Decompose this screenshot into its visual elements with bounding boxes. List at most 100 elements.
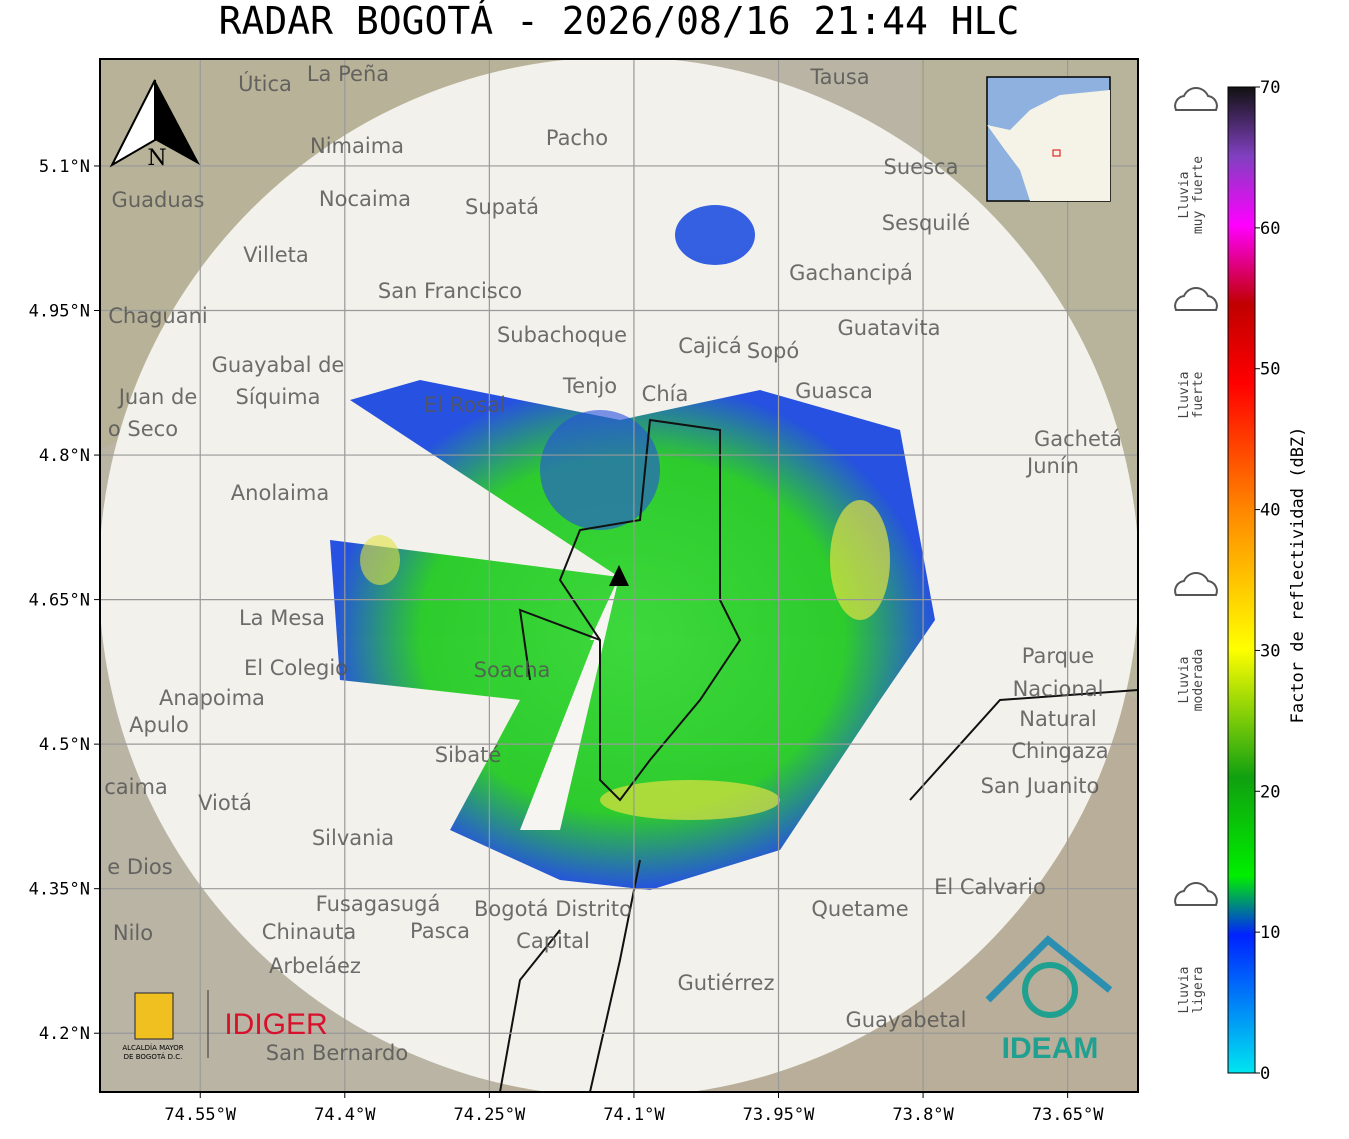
place-label: Chaguani [108, 304, 208, 328]
colorbar [1227, 86, 1256, 1074]
north-label: N [147, 146, 166, 171]
place-label: Sesquilé [882, 211, 970, 235]
colorbar-tick-label: 40 [1260, 501, 1280, 521]
place-label: Nocaima [319, 187, 411, 211]
rain-category: Lluvia [1177, 967, 1192, 1014]
place-label: Fusagasugá [316, 892, 441, 916]
logos: ALCALDÍA MAYOR DE BOGOTÁ D.C. IDIGER IDE… [122, 935, 1113, 1065]
colorbar-tick-label: 60 [1260, 219, 1280, 239]
colorbar-tick-label: 20 [1260, 782, 1280, 802]
city-logo: DE BOGOTÁ D.C. [124, 1052, 183, 1061]
place-label: Sopó [747, 339, 799, 363]
place-label: Silvania [312, 826, 394, 850]
north-arrow: N [109, 79, 200, 171]
place-label: Juan de [117, 385, 198, 409]
place-label: Junín [1025, 454, 1079, 478]
place-label: La Peña [307, 62, 389, 86]
y-tick-label: 4.5°N [39, 735, 90, 755]
place-label: Chingaza [1011, 739, 1108, 763]
place-label: La Mesa [239, 606, 325, 630]
rain-icon [1174, 882, 1218, 906]
place-label: Gachancipá [789, 261, 913, 285]
place-label: Cajicá [678, 334, 742, 358]
place-label: Anapoima [159, 686, 265, 710]
place-label: caima [104, 775, 168, 799]
y-tick-label: 5.1°N [39, 157, 90, 177]
place-label: e Dios [107, 855, 172, 879]
y-tick-label: 4.8°N [39, 446, 90, 466]
place-label: Capital [516, 929, 590, 953]
colorbar-tick-label: 0 [1260, 1064, 1270, 1084]
map: Útica La Peña Tausa Pacho Nimaima Suesca Guadu… [100, 59, 1138, 1092]
place-label: Tausa [809, 65, 869, 89]
place-label: Soacha [474, 658, 551, 682]
places: Útica La Peña Tausa Pacho Nimaima Suesca Guadu… [104, 62, 1122, 1065]
place-label: Gutiérrez [678, 971, 775, 995]
x-tick-label: 74.4°W [314, 1105, 376, 1125]
colorbar-tick-label: 30 [1260, 641, 1280, 661]
place-label: Nilo [113, 921, 153, 945]
place-label: Guayabal de [212, 353, 345, 377]
grid [100, 59, 1138, 1092]
place-label: San Bernardo [266, 1041, 408, 1065]
ideam-logo: IDEAM [1002, 1032, 1099, 1065]
place-label: Sibaté [435, 743, 502, 767]
place-label: San Francisco [378, 279, 522, 303]
place-label: El Colegio [244, 656, 348, 680]
place-label: Subachoque [497, 323, 627, 347]
place-label: Guayabetal [846, 1008, 967, 1032]
rain-category: fuerte [1191, 371, 1206, 418]
place-label: Chía [642, 382, 689, 406]
place-label: El Rosal [424, 393, 506, 417]
x-tick-label: 74.25°W [454, 1105, 526, 1125]
x-tick-label: 73.8°W [892, 1105, 954, 1125]
rain-icon [1174, 572, 1218, 596]
radar-echoes [330, 205, 935, 890]
place-label: Viotá [198, 791, 252, 815]
colorbar-tick-label: 10 [1260, 923, 1280, 943]
place-label: Pacho [546, 126, 608, 150]
place-label: Natural [1019, 707, 1096, 731]
place-label: Apulo [129, 713, 189, 737]
colorbar-tick-label: 70 [1260, 78, 1280, 98]
rain-icon [1174, 87, 1218, 111]
place-label: Arbeláez [269, 954, 361, 978]
place-label: Anolaima [231, 481, 329, 505]
place-label: Suesca [884, 155, 959, 179]
place-label: El Calvario [934, 875, 1046, 899]
rain-category: Lluvia [1177, 657, 1192, 704]
y-tick-label: 4.65°N [29, 591, 90, 611]
y-tick-label: 4.35°N [29, 880, 90, 900]
place-label: Síquima [236, 385, 321, 409]
rain-category: Lluvia [1177, 372, 1192, 419]
place-label: Supatá [465, 195, 539, 219]
rain-category: Lluvia [1177, 172, 1192, 219]
place-label: Pasca [410, 919, 470, 943]
place-label: Villeta [243, 243, 308, 267]
place-label: Útica [238, 71, 292, 96]
rain-icon [1174, 287, 1218, 311]
place-label: Tenjo [562, 374, 617, 398]
title: RADAR BOGOTÁ - 2026/08/16 21:44 HLC [219, 0, 1020, 43]
place-label: Bogotá Distrito [474, 897, 632, 921]
place-label: Quetame [811, 897, 908, 921]
map-frame [99, 58, 1139, 1093]
y-tick-label: 4.2°N [39, 1024, 90, 1044]
rain-category: ligera [1191, 967, 1206, 1014]
inset-map [986, 76, 1111, 202]
x-tick-label: 73.65°W [1032, 1105, 1104, 1125]
place-label: Guasca [795, 379, 873, 403]
y-tick-label: 4.95°N [29, 302, 90, 322]
city-logo: ALCALDÍA MAYOR [122, 1043, 183, 1052]
place-label: Guatavita [838, 316, 941, 340]
x-tick-label: 74.55°W [164, 1105, 236, 1125]
place-label: Guaduas [112, 188, 205, 212]
place-label: o Seco [108, 417, 178, 441]
place-label: Parque [1022, 644, 1094, 668]
place-label: Gachetá [1034, 427, 1122, 451]
x-tick-label: 73.95°W [743, 1105, 815, 1125]
idiger-logo: IDIGER [224, 1008, 327, 1041]
place-label: Nimaima [310, 134, 404, 158]
